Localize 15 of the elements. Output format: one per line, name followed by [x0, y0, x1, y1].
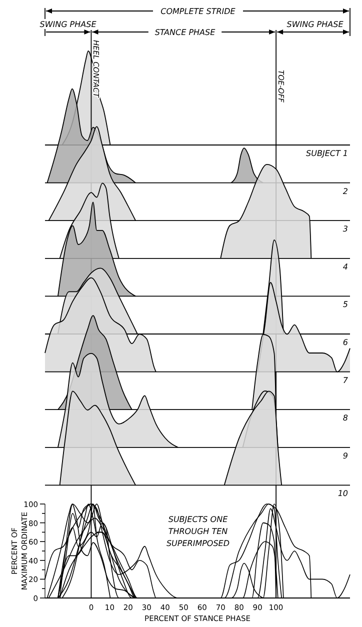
text: SWING PHASE — [286, 20, 344, 29]
text: COMPLETE STRIDE — [160, 7, 236, 16]
text: SUBJECT 1 — [306, 149, 348, 158]
text: 2 — [342, 186, 348, 196]
text: 6 — [342, 338, 348, 347]
text: 8 — [342, 414, 348, 423]
text: 7 — [342, 376, 349, 385]
text: SWING PHASE — [40, 20, 98, 29]
text: 4 — [342, 262, 348, 272]
text: 10 — [338, 489, 348, 498]
text: 9 — [342, 451, 348, 460]
text: 5 — [342, 300, 348, 310]
text: 3 — [342, 224, 348, 234]
annotation: SUBJECTS ONE THROUGH TEN SUPERIMPOSED — [166, 515, 230, 548]
text: STANCE PHASE — [154, 28, 216, 37]
